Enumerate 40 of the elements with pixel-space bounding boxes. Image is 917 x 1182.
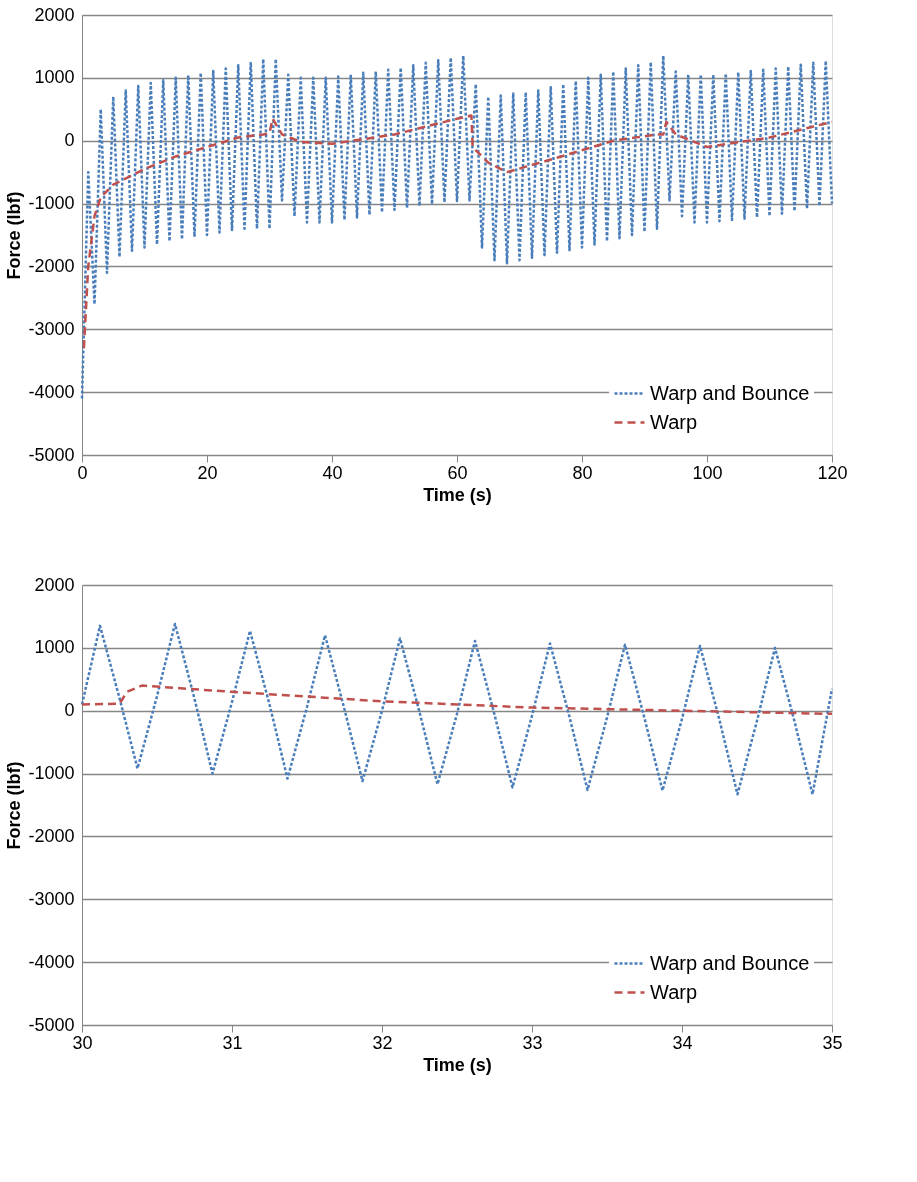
legend-label: Warp (650, 410, 698, 433)
y-tick-label: -2000 (28, 255, 75, 276)
x-tick-label: 20 (197, 462, 218, 483)
y-tick-label: -4000 (28, 381, 75, 402)
y-tick-label: 0 (64, 130, 75, 151)
y-tick-label: -3000 (28, 888, 75, 909)
x-tick-label: 100 (692, 462, 723, 483)
x-tick-label: 120 (817, 462, 848, 483)
y-tick-label: 0 (64, 700, 75, 721)
line-series (82, 114, 834, 350)
legend-label: Warp and Bounce (650, 381, 810, 404)
x-tick-label: 31 (222, 1032, 243, 1053)
y-tick-label: 1000 (34, 637, 75, 658)
x-tick-label: 34 (672, 1032, 693, 1053)
x-tick-label: 60 (447, 462, 468, 483)
x-tick-label: 40 (322, 462, 343, 483)
y-tick-label: -5000 (28, 444, 75, 465)
x-tick-label: 80 (572, 462, 593, 483)
x-tick-label: 0 (77, 462, 88, 483)
line-series (80, 684, 834, 716)
x-tick-label: 30 (72, 1032, 93, 1053)
line-series (80, 622, 834, 796)
y-tick-label: -4000 (28, 951, 75, 972)
y-axis-title: Force (lbf) (4, 761, 25, 850)
x-tick-label: 35 (822, 1032, 843, 1053)
y-tick-label: -3000 (28, 318, 75, 339)
y-tick-label: -1000 (28, 193, 75, 214)
y-tick-label: 2000 (34, 4, 75, 25)
x-tick-label: 33 (522, 1032, 543, 1053)
y-axis-title: Force (lbf) (4, 191, 25, 280)
x-axis-title: Time (s) (423, 484, 492, 505)
x-axis-title: Time (s) (423, 1054, 492, 1075)
y-tick-label: 1000 (34, 67, 75, 88)
y-tick-label: -2000 (28, 825, 75, 846)
legend-label: Warp (650, 980, 698, 1003)
y-tick-label: -5000 (28, 1014, 75, 1035)
legend-label: Warp and Bounce (650, 951, 810, 974)
y-tick-label: -1000 (28, 763, 75, 784)
x-tick-label: 32 (372, 1032, 393, 1053)
y-tick-label: 2000 (34, 574, 75, 595)
